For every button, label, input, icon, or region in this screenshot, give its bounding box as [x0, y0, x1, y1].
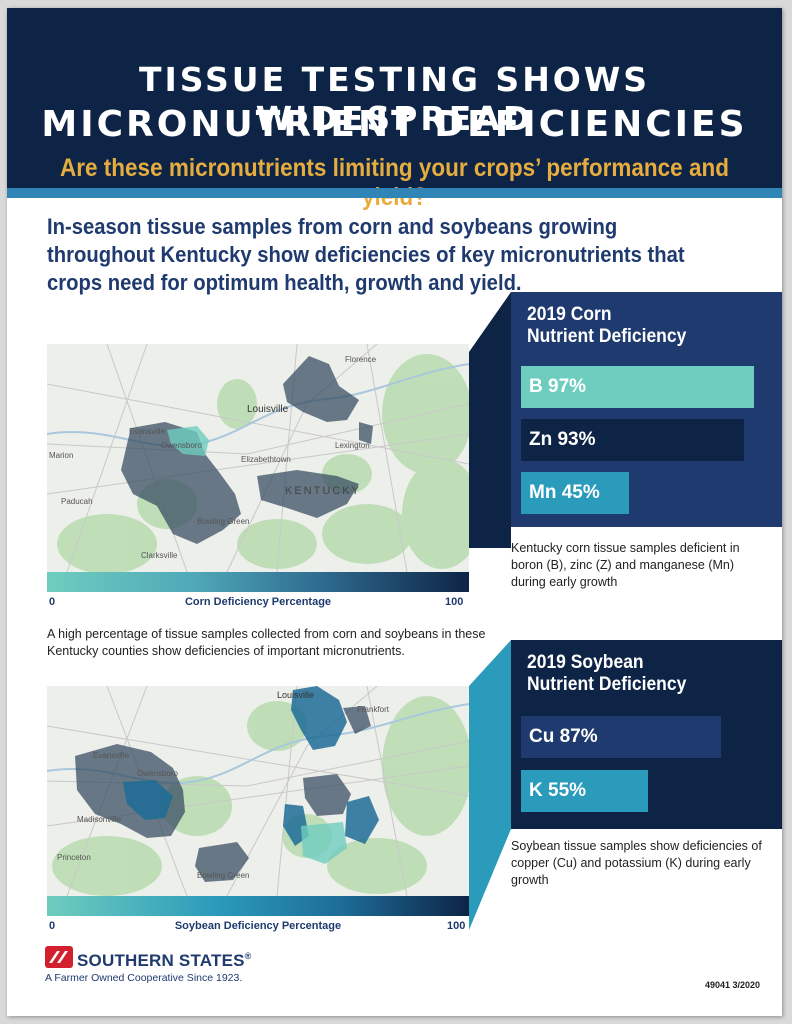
corn-region-owensboro [167, 426, 209, 456]
header-banner: TISSUE TESTING SHOWS WIDESPREAD MICRONUT… [7, 8, 782, 211]
corn-bar-mn: Mn 45% [521, 472, 629, 514]
soy-panel-wedge [469, 640, 511, 930]
soybean-map: Louisville Frankfort Evansville Owensbor… [47, 686, 469, 914]
soy-label-madisonville: Madisonville [77, 815, 122, 824]
corn-scale-title: Corn Deficiency Percentage [184, 596, 332, 608]
soy-region-louisville [291, 686, 347, 750]
subtitle: Are these micronutrients limiting your c… [60, 154, 729, 211]
soy-region-central [303, 774, 351, 816]
soybean-map-graphic: Louisville Frankfort Evansville Owensbor… [47, 686, 469, 896]
corn-region-lexington [359, 422, 373, 444]
soy-label-owensboro: Owensboro [137, 769, 178, 778]
corn-deficiency-panel: 2019 Corn Nutrient Deficiency B 97% Zn 9… [511, 292, 782, 527]
corn-bar-zn: Zn 93% [521, 419, 744, 461]
map-caption: A high percentage of tissue samples coll… [47, 627, 486, 658]
soybean-scale-bar [47, 896, 469, 916]
map-label-elizabethtown: Elizabethtown [241, 455, 291, 464]
soy-scale-min: 0 [49, 920, 56, 932]
corn-panel-note: Kentucky corn tissue samples deficient i… [511, 541, 740, 589]
soy-region-owensboro [123, 780, 173, 820]
soy-label-louisville: Louisville [277, 690, 314, 700]
corn-scale-max: 100 [445, 596, 464, 608]
map-label-florence: Florence [345, 355, 377, 364]
intro-text: In-season tissue samples from corn and s… [47, 214, 685, 295]
corn-region-west [121, 422, 241, 544]
corn-region-central [257, 470, 359, 518]
map-label-kentucky: KENTUCKY [285, 485, 361, 497]
map-label-owensboro: Owensboro [161, 441, 202, 450]
soy-bar-cu: Cu 87% [521, 716, 721, 758]
corn-region-louisville [283, 356, 359, 422]
corn-scale-bar [47, 572, 469, 592]
map-label-evansville: Evansville [129, 427, 166, 436]
southern-states-logo-icon [45, 946, 73, 968]
soy-scale-title: Soybean Deficiency Percentage [174, 920, 342, 932]
title-line-1: TISSUE TESTING SHOWS WIDESPREAD [138, 60, 651, 138]
soy-region-bowling-green [195, 842, 249, 882]
map-label-paducah: Paducah [61, 497, 93, 506]
map-label-louisville: Louisville [247, 404, 289, 415]
soy-label-frankfort: Frankfort [357, 705, 390, 714]
header-stripe [7, 188, 782, 198]
map-label-lexington: Lexington [335, 441, 370, 450]
soy-label-evansville: Evansville [93, 751, 130, 760]
soy-panel-title: 2019 Soybean Nutrient Deficiency [527, 652, 687, 695]
corn-map-graphic: Florence Louisville Lexington Evansville… [47, 344, 469, 572]
soybean-deficiency-panel: 2019 Soybean Nutrient Deficiency Cu 87% … [511, 640, 782, 829]
flyer-page: TISSUE TESTING SHOWS WIDESPREAD MICRONUT… [7, 8, 782, 1016]
soy-panel-note: Soybean tissue samples show deficiencies… [511, 839, 762, 887]
document-number: 49041 3/2020 [704, 980, 760, 990]
soy-region-east [345, 796, 379, 844]
brand-name: SOUTHERN STATES® [77, 951, 252, 970]
corn-panel-wedge [469, 292, 511, 548]
corn-bar-b: B 97% [521, 366, 754, 408]
soy-region-frankfort [343, 706, 371, 734]
map-label-bowling-green: Bowling Green [197, 517, 249, 526]
soy-scale-max: 100 [447, 920, 466, 932]
brand-tagline: A Farmer Owned Cooperative Since 1923. [45, 972, 243, 984]
soy-label-princeton: Princeton [57, 853, 91, 862]
title-line-2: MICRONUTRIENT DEFICIENCIES [41, 104, 748, 145]
map-label-clarksville: Clarksville [141, 551, 178, 560]
soy-bar-k: K 55% [521, 770, 648, 812]
corn-scale-min: 0 [49, 596, 56, 608]
soy-label-bowling-green: Bowling Green [197, 871, 249, 880]
soy-region-teal [301, 822, 347, 864]
corn-panel-title: 2019 Corn Nutrient Deficiency [527, 304, 687, 347]
corn-map: Florence Louisville Lexington Evansville… [47, 344, 469, 572]
map-label-marion: Marion [49, 451, 73, 460]
